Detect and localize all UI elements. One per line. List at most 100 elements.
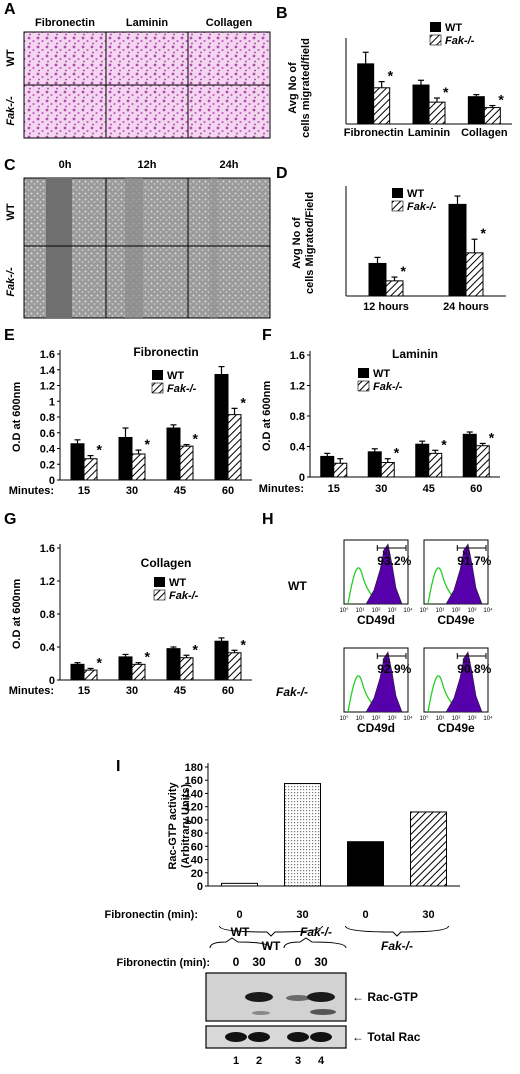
chart-b-x-tick-label: Fibronectin — [344, 127, 404, 139]
chart-b-y-label-line: Avg No of — [287, 62, 299, 114]
chart-e-legend-label-wt: WT — [167, 370, 184, 382]
blot-band — [307, 992, 335, 1002]
chart-e-y-tick-label: 1.6 — [40, 349, 55, 361]
chart-i-bar — [347, 841, 384, 887]
blot-band — [310, 1032, 332, 1042]
chart-g-x-tick-label: 45 — [174, 685, 186, 697]
blot-band — [245, 992, 273, 1002]
chart-b-bar — [483, 107, 501, 125]
chart-g-x-label: Minutes: — [9, 685, 54, 697]
chart-d-x-tick-label: 12 hours — [363, 301, 409, 313]
chart-b-legend-swatch-wt — [430, 22, 441, 32]
chart-g: 0 0.4 0.8 1.2 1.6 Collagen O.D at 600nm * 15 * 30 *… — [9, 543, 252, 697]
histogram-x-tick-label: 10⁴ — [483, 607, 493, 614]
chart-d-bar — [448, 203, 467, 297]
histogram-x-tick-label: 10³ — [468, 608, 477, 614]
chart-d-x-tick-label: 24 hours — [443, 301, 489, 313]
positive-histogram — [365, 651, 403, 713]
chart-d-legend-label-wt: WT — [407, 188, 424, 200]
histogram-x-tick-label: 10° — [339, 716, 349, 722]
panel-c-row-wt: WT — [5, 203, 17, 220]
chart-f-bar — [462, 433, 477, 478]
chart-i-y-tick-label: 120 — [185, 802, 203, 814]
chart-b-x-tick-label: Laminin — [408, 127, 450, 139]
chart-f-bar — [380, 462, 395, 478]
chart-g-bar — [70, 663, 85, 681]
chart-i-y-label-line: (Arbitrary Units) — [180, 783, 192, 868]
chart-g-bar — [166, 648, 181, 681]
chart-i-bar — [221, 882, 258, 887]
chart-i-y-tick-label: 40 — [191, 855, 203, 867]
histogram-x-tick-label: 10² — [452, 716, 461, 722]
chart-g-title: Collagen — [141, 556, 192, 570]
chart-e-y-tick-label: 1 — [49, 396, 55, 408]
chart-g-x-tick-label: 60 — [222, 685, 234, 697]
chart-f-y-tick-label: 0 — [299, 472, 305, 484]
chart-g-bar — [83, 669, 98, 681]
chart-i-y-tick-label: 60 — [191, 841, 203, 853]
chart-e-y-tick-label: 0.8 — [40, 412, 55, 424]
chart-f-bar — [428, 452, 443, 478]
histogram-x-tick-label: 10³ — [388, 608, 397, 614]
blot-time-value: 30 — [314, 955, 328, 969]
blot-time-value: 0 — [233, 955, 240, 969]
panel-label-c: C — [4, 157, 16, 174]
blot-lane-number: 3 — [295, 1055, 301, 1067]
blot-band — [310, 1009, 336, 1015]
histogram-x-tick-label: 10¹ — [356, 716, 365, 722]
chart-e-bar — [166, 427, 181, 481]
histogram-x-tick-label: 10³ — [468, 716, 477, 722]
chart-i-x-tick-label: 30 — [422, 909, 434, 921]
chart-i-y-tick-label: 20 — [191, 868, 203, 880]
chart-f-bar — [333, 462, 348, 478]
panel-a-row-fak: Fak-/- — [5, 96, 17, 126]
chart-i-group-label: WT — [262, 939, 281, 953]
histogram-marker-label: CD49d — [357, 721, 395, 735]
chart-f-legend-label-wt: WT — [373, 368, 390, 380]
panel-h-row-fak: Fak-/- — [276, 685, 308, 699]
blot-band — [286, 995, 310, 1001]
blot-lane-number: 2 — [256, 1055, 262, 1067]
chart-b-significance-star: * — [498, 92, 504, 108]
histogram-x-tick-label: 10° — [419, 608, 429, 614]
blot-band — [248, 1032, 270, 1042]
panel-label-f: F — [262, 327, 272, 344]
chart-i-x-tick-label: 0 — [236, 909, 242, 921]
chart-f-x-tick-label: 45 — [423, 483, 435, 495]
chart-d-bar — [465, 252, 484, 297]
chart-e-y-tick-label: 0.2 — [40, 459, 55, 471]
chart-d-y-label-line: cells Migrated/Field — [304, 192, 316, 294]
histogram-x-tick-label: 10² — [372, 716, 381, 722]
chart-g-bar — [118, 656, 133, 681]
chart-e-bar — [179, 445, 194, 481]
gate-label: M1 — [462, 659, 471, 665]
chart-g-significance-star: * — [193, 641, 199, 657]
chart-f-legend-label-fak: Fak-/- — [373, 381, 403, 393]
chart-f-y-tick-label: 0.8 — [290, 411, 305, 423]
chart-d-significance-star: * — [401, 263, 407, 279]
chart-d-legend-swatch-fak — [391, 200, 404, 212]
blot-lane-number: 1 — [233, 1055, 239, 1067]
chart-g-bar — [214, 640, 229, 681]
chart-e-legend-swatch-fak — [151, 382, 164, 394]
histogram-x-tick-label: 10³ — [388, 716, 397, 722]
blot-band-label-rac-gtp: ← Rac-GTP — [352, 990, 418, 1004]
panel-i-western-blot: WT Fak-/- Fibronectin (min): 0 30 0 30 ← Rac-GT… — [117, 925, 421, 1067]
panel-label-d: D — [276, 165, 288, 182]
chart-i-y-label-line: Rac-GTP activity — [167, 782, 179, 870]
blot-time-label: Fibronectin (min): — [117, 957, 211, 969]
panel-c-image-grid — [23, 177, 271, 319]
positive-histogram — [365, 543, 403, 605]
histogram-x-tick-label: 10° — [339, 608, 349, 614]
chart-b-bar — [357, 63, 375, 125]
chart-i-bar — [410, 811, 447, 887]
chart-g-bar — [227, 652, 242, 681]
blot-time-value: 30 — [252, 955, 266, 969]
chart-i-y-tick-label: 180 — [185, 762, 203, 774]
chart-g-legend-swatch-wt — [154, 577, 165, 587]
chart-b-bar — [467, 96, 485, 125]
chart-e-significance-star: * — [193, 431, 199, 447]
chart-f-x-label: Minutes: — [259, 483, 304, 495]
